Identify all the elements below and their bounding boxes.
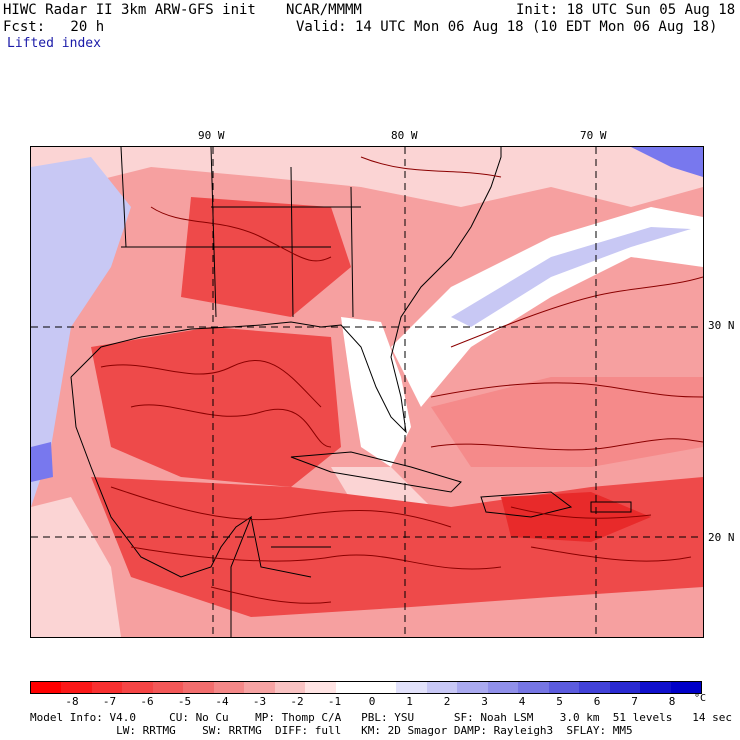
colorbar-swatch: [365, 682, 397, 693]
florida-white-region: [341, 317, 411, 467]
colorbar-swatch: [396, 682, 427, 693]
contours: [100, 156, 703, 604]
map-panel: [30, 146, 704, 638]
gulf-coastline: [70, 147, 502, 434]
colorbar-unit: °C: [694, 693, 707, 704]
colorbar-swatch: [609, 682, 641, 693]
west-light-blue-region: [31, 157, 131, 507]
pacific-blue-patch: [31, 442, 53, 482]
atlantic-blue-streak: [451, 227, 691, 327]
colorbar-swatch: [274, 682, 306, 693]
colorbar-tick-label: 4: [518, 695, 526, 708]
colorbar-tick-label: 2: [443, 695, 451, 708]
colorbar-swatch: [152, 682, 184, 693]
colorbar-swatch: [457, 682, 488, 693]
model-info-line1: Model Info: V4.0 CU: No Cu MP: Thomp C/A…: [30, 711, 732, 724]
colorbar-swatch: [518, 682, 549, 693]
caribbean-deep-red: [501, 492, 651, 542]
hispaniola-coastline: [480, 491, 573, 518]
colorbar-swatch: [305, 682, 336, 693]
cuba-coastline: [290, 451, 462, 493]
valid-time: Valid: 14 UTC Mon 06 Aug 18 (10 EDT Mon …: [296, 19, 718, 35]
forecast-hour: Fcst: 20 h: [3, 19, 105, 35]
pacific-light-region: [31, 497, 121, 637]
colorbar-swatch: [213, 682, 245, 693]
lat-label-20n: 20 N: [708, 531, 735, 544]
colorbar-swatch: [670, 682, 701, 693]
colorbar-tick-label: 7: [631, 695, 638, 708]
colorbar-swatch: [61, 682, 92, 693]
model-info-line2: LW: RRTMG SW: RRTMG DIFF: full KM: 2D Sm…: [30, 724, 633, 737]
model-title: HIWC Radar II 3km ARW-GFS init: [3, 2, 256, 18]
colorbar-swatch: [640, 682, 671, 693]
colorbar-swatch: [426, 682, 458, 693]
colorbar-tick-label: -5: [177, 695, 192, 708]
colorbar-tick-label: 6: [593, 695, 601, 708]
colorbar-swatch: [579, 682, 610, 693]
puerto-rico-coastline: [590, 501, 632, 513]
colorbar-tick-label: -4: [215, 695, 229, 708]
init-time: Init: 18 UTC Sun 05 Aug 18: [516, 2, 736, 18]
colorbar-tick-label: -3: [252, 695, 267, 708]
colorbar-tick-label: -1: [327, 695, 342, 708]
colorbar-tick-label: -8: [65, 695, 79, 708]
northern-light-region: [31, 147, 703, 207]
colorbar-tick-label: 3: [481, 695, 488, 708]
colorbar: [30, 681, 702, 694]
lon-label-70w: 70 W: [580, 129, 607, 142]
colorbar-tick-label: -7: [102, 695, 117, 708]
colorbar-swatch: [31, 682, 62, 693]
lifted-index-map: [31, 147, 703, 637]
lon-label-80w: 80 W: [391, 129, 418, 142]
colorbar-swatch: [122, 682, 153, 693]
colorbar-swatch: [183, 682, 214, 693]
southeast-red-region: [181, 197, 351, 317]
northeast-blue-region: [631, 147, 703, 177]
colorbar-tick-label: 0: [368, 695, 376, 708]
mexico-coastline: [70, 376, 253, 637]
atlantic-white-band: [391, 207, 703, 407]
central-america-borders: [250, 516, 331, 578]
colorbar-swatch: [335, 682, 366, 693]
colorbar-tick-label: -2: [290, 695, 304, 708]
colorbar-labels: -8 -7 -6 -5 -4 -3 -2 -1 0 1 2 3 4 5 6 7 8: [30, 695, 702, 709]
colorbar-tick-label: 5: [556, 695, 563, 708]
colorbar-swatch: [244, 682, 275, 693]
colorbar-tick-label: -6: [140, 695, 154, 708]
field-name: Lifted index: [7, 36, 101, 51]
graticule: [31, 147, 703, 637]
lat-label-30n: 30 N: [708, 319, 735, 332]
atlantic-pink-band: [431, 377, 703, 467]
lon-label-90w: 90 W: [198, 129, 225, 142]
center-label: NCAR/MMMM: [286, 2, 362, 18]
colorbar-tick-label: 1: [406, 695, 413, 708]
colorbar-swatch: [548, 682, 580, 693]
colorbar-swatch: [487, 682, 519, 693]
colorbar-swatch: [91, 682, 123, 693]
colorbar-tick-label: 8: [668, 695, 676, 708]
